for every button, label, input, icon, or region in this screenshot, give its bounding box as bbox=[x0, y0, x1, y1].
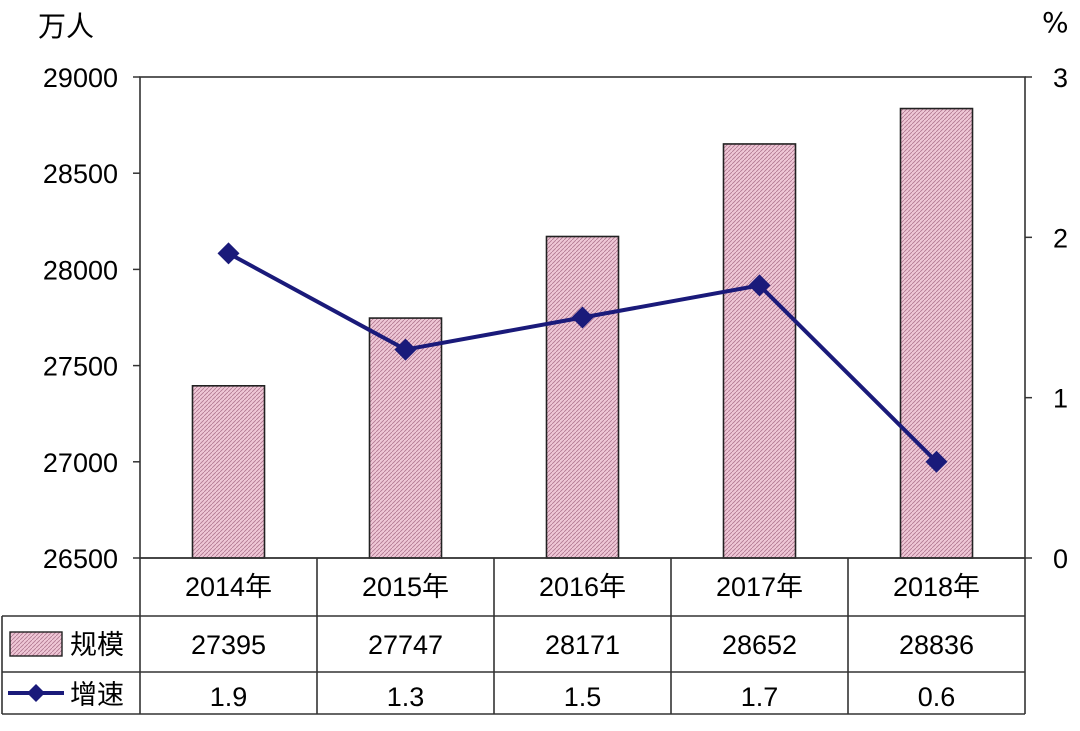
category-label: 2017年 bbox=[716, 572, 803, 602]
table-cell-growth: 1.7 bbox=[741, 682, 779, 712]
line-point bbox=[394, 338, 417, 361]
line-point bbox=[748, 274, 771, 297]
left-tick-label: 28000 bbox=[43, 255, 118, 285]
right-axis-unit: % bbox=[1042, 6, 1069, 39]
line-series bbox=[217, 242, 948, 473]
left-tick-label: 26500 bbox=[43, 544, 118, 574]
bar-series bbox=[191, 107, 974, 559]
right-tick-label: 0 bbox=[1053, 544, 1068, 574]
category-label: 2014年 bbox=[185, 572, 272, 602]
line-point bbox=[925, 450, 948, 473]
table-cell-growth: 1.3 bbox=[387, 682, 425, 712]
bar bbox=[545, 235, 620, 559]
table-cell-scale: 28171 bbox=[545, 630, 620, 660]
category-label: 2016年 bbox=[539, 572, 626, 602]
right-axis-ticks: 0 1 2 3 bbox=[1025, 63, 1068, 574]
right-tick-label: 1 bbox=[1053, 384, 1068, 414]
left-axis-unit: 万人 bbox=[38, 10, 94, 43]
legend-swatch-bar bbox=[9, 631, 63, 657]
line-point bbox=[571, 306, 594, 329]
legend-label-growth: 增速 bbox=[70, 680, 124, 711]
bar bbox=[191, 385, 266, 559]
category-label: 2018年 bbox=[893, 572, 980, 602]
line-point bbox=[217, 242, 240, 265]
table-cell-growth: 1.5 bbox=[564, 682, 602, 712]
left-tick-label: 27000 bbox=[43, 448, 118, 478]
legend-label-scale: 规模 bbox=[70, 630, 124, 661]
table-cell-scale: 28652 bbox=[722, 630, 797, 660]
left-tick-label: 28500 bbox=[43, 159, 118, 189]
right-tick-label: 2 bbox=[1053, 223, 1068, 253]
left-tick-label: 27500 bbox=[43, 352, 118, 382]
left-tick-label: 29000 bbox=[43, 63, 118, 93]
left-axis-ticks: 26500 27000 27500 28000 28500 29000 bbox=[43, 63, 140, 574]
right-tick-label: 3 bbox=[1053, 63, 1068, 93]
bar bbox=[899, 107, 974, 559]
table-cell-scale: 27747 bbox=[368, 630, 443, 660]
table-cell-growth: 1.9 bbox=[210, 682, 248, 712]
table-cell-scale: 27395 bbox=[191, 630, 266, 660]
category-label: 2015年 bbox=[362, 572, 449, 602]
table-cell-scale: 28836 bbox=[899, 630, 974, 660]
table-cell-growth: 0.6 bbox=[918, 682, 956, 712]
bar bbox=[722, 143, 797, 559]
legend-swatch-marker bbox=[27, 684, 45, 702]
